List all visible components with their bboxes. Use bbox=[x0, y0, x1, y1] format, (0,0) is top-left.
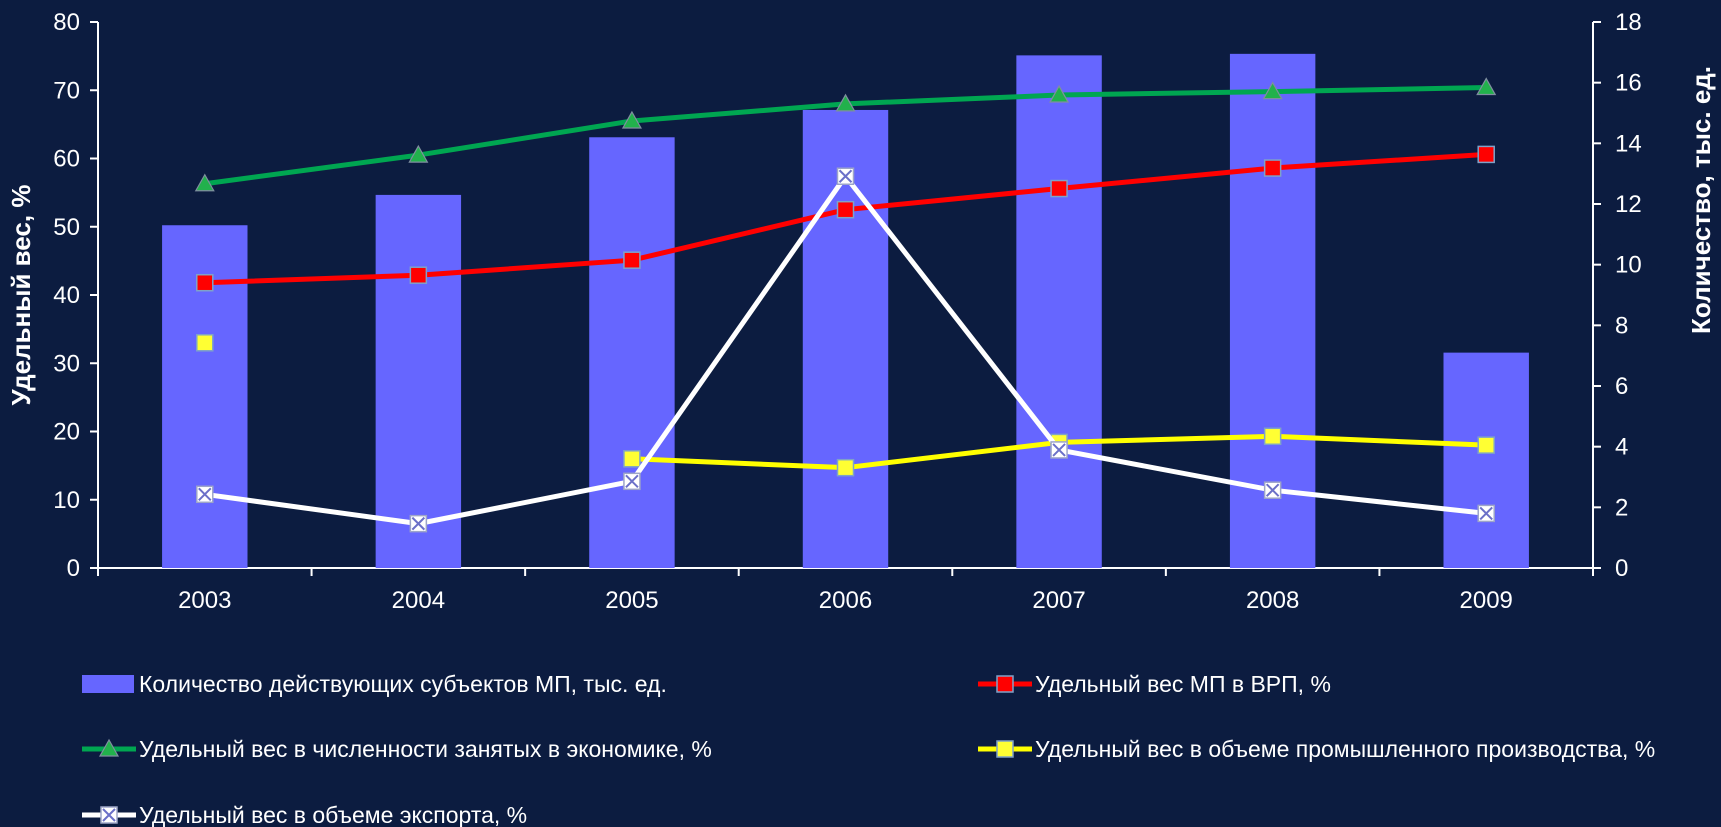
legend-swatch bbox=[82, 675, 134, 693]
left-tick-label: 60 bbox=[53, 146, 80, 173]
left-tick-label: 80 bbox=[53, 9, 80, 36]
data-point-cross bbox=[1479, 506, 1493, 521]
legend-item: Количество действующих субъектов МП, тыс… bbox=[82, 671, 667, 697]
legend-item: Удельный вес МП в ВРП, % bbox=[978, 671, 1331, 697]
data-point-cross bbox=[625, 474, 639, 489]
x-tick-label: 2004 bbox=[392, 587, 445, 614]
data-point-cross bbox=[1265, 483, 1280, 497]
legend-label: Удельный вес в объеме экспорта, % bbox=[139, 802, 527, 827]
data-point bbox=[1477, 145, 1495, 164]
data-point bbox=[409, 266, 428, 284]
data-point bbox=[1263, 427, 1282, 446]
x-tick-label: 2006 bbox=[819, 587, 872, 614]
data-point bbox=[196, 334, 214, 352]
legend-item: Удельный вес в численности занятых в эко… bbox=[82, 736, 712, 762]
right-tick-label: 8 bbox=[1615, 312, 1628, 339]
bar-series bbox=[162, 53, 1529, 569]
left-axis: 0 10 20 30 40 50 60 70 80 Удельный вес, % bbox=[6, 9, 99, 582]
left-tick-label: 0 bbox=[67, 555, 80, 582]
data-point bbox=[836, 458, 855, 477]
left-tick-label: 50 bbox=[53, 214, 80, 241]
x-tick-label: 2003 bbox=[178, 587, 231, 614]
data-point-cross bbox=[1052, 443, 1066, 457]
data-point bbox=[623, 450, 641, 468]
x-tick-label: 2009 bbox=[1460, 587, 1513, 614]
legend-label: Количество действующих субъектов МП, тыс… bbox=[139, 671, 667, 697]
left-axis-title: Удельный вес, % bbox=[6, 185, 36, 406]
legend-label: Удельный вес в численности занятых в эко… bbox=[139, 736, 712, 762]
data-point bbox=[194, 173, 215, 192]
left-tick-label: 40 bbox=[53, 282, 80, 309]
legend-item: Удельный вес в объеме экспорта, % bbox=[82, 802, 527, 827]
data-point bbox=[1477, 436, 1495, 454]
bar bbox=[375, 194, 462, 568]
data-point-cross bbox=[838, 169, 853, 183]
data-point bbox=[196, 273, 214, 292]
legend-marker bbox=[996, 675, 1014, 693]
line-series-3 bbox=[196, 167, 1495, 533]
legend-marker-cross bbox=[102, 808, 116, 822]
data-point bbox=[1263, 159, 1282, 177]
data-point bbox=[1476, 77, 1497, 96]
legend-marker bbox=[98, 738, 120, 757]
bar bbox=[1443, 352, 1529, 568]
right-axis: 0 2 4 6 8 10 12 14 16 18 Количество, тыс. ед. bbox=[1592, 9, 1716, 582]
data-point bbox=[836, 200, 855, 219]
left-tick-label: 30 bbox=[53, 350, 80, 377]
legend-label: Удельный вес МП в ВРП, % bbox=[1035, 671, 1331, 697]
x-tick-label: 2008 bbox=[1246, 587, 1299, 614]
bar bbox=[589, 137, 675, 568]
bar bbox=[1016, 55, 1102, 569]
left-tick-label: 10 bbox=[53, 487, 80, 514]
data-point bbox=[623, 251, 641, 269]
data-point bbox=[408, 144, 429, 163]
bar bbox=[802, 109, 889, 568]
legend-marker bbox=[996, 740, 1014, 758]
x-axis: 2003 2004 2005 2006 2007 2008 2009 bbox=[97, 567, 1594, 614]
right-tick-label: 4 bbox=[1615, 434, 1628, 461]
legend-label: Удельный вес в объеме промышленного прои… bbox=[1035, 736, 1655, 762]
right-tick-label: 10 bbox=[1615, 252, 1642, 279]
data-point-cross bbox=[411, 516, 426, 531]
data-point bbox=[835, 93, 856, 112]
right-tick-label: 18 bbox=[1615, 9, 1642, 36]
line-series-0 bbox=[196, 145, 1495, 292]
right-tick-label: 2 bbox=[1615, 494, 1628, 521]
right-tick-label: 14 bbox=[1615, 130, 1642, 157]
data-point bbox=[1050, 179, 1068, 198]
x-tick-label: 2007 bbox=[1032, 587, 1085, 614]
right-tick-label: 16 bbox=[1615, 70, 1642, 97]
x-tick-label: 2005 bbox=[605, 587, 658, 614]
legend: Количество действующих субъектов МП, тыс… bbox=[82, 671, 1655, 827]
data-point bbox=[621, 110, 642, 129]
data-point-cross bbox=[198, 487, 212, 501]
legend-item: Удельный вес в объеме промышленного прои… bbox=[978, 736, 1655, 762]
line-series bbox=[194, 77, 1497, 533]
data-point bbox=[1049, 84, 1070, 103]
right-tick-label: 12 bbox=[1615, 191, 1642, 218]
data-point bbox=[1262, 81, 1283, 100]
left-tick-label: 20 bbox=[53, 419, 80, 446]
left-tick-label: 70 bbox=[53, 77, 80, 104]
right-tick-label: 0 bbox=[1615, 555, 1628, 582]
line-series-1 bbox=[194, 77, 1497, 192]
right-tick-label: 6 bbox=[1615, 373, 1628, 400]
right-axis-title: Количество, тыс. ед. bbox=[1686, 66, 1716, 334]
